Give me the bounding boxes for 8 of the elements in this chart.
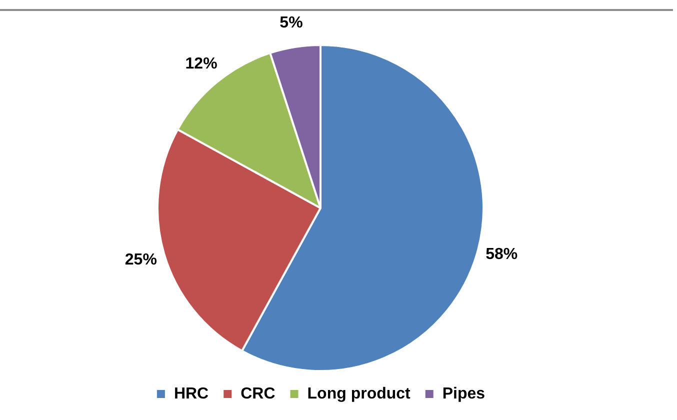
legend-label: HRC — [174, 385, 210, 402]
data-label: 12% — [185, 55, 218, 72]
legend-label: CRC — [240, 385, 276, 402]
data-label: 5% — [280, 14, 303, 32]
data-label: 58% — [486, 246, 518, 263]
data-label: 25% — [124, 252, 157, 269]
legend-label: Long product — [307, 385, 412, 402]
legend-label: Pipes — [442, 385, 486, 402]
